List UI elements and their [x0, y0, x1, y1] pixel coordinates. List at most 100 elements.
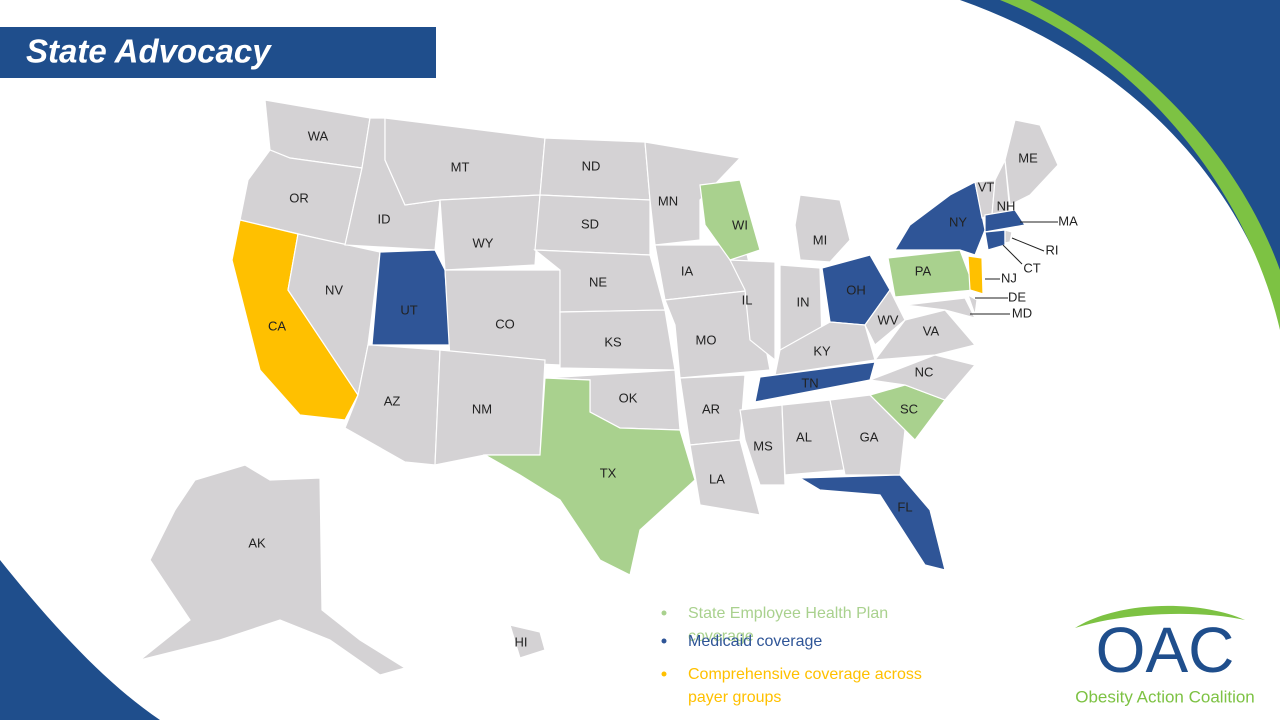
state-label: PA: [915, 263, 932, 278]
state-shape: [904, 297, 977, 319]
legend-bullet: [661, 610, 667, 616]
state-label: SC: [900, 401, 918, 416]
state-shape: [984, 229, 1006, 251]
state-label: WY: [473, 235, 494, 250]
legend-item: Comprehensive coverage across payer grou…: [688, 666, 922, 706]
state-label: RI: [1046, 242, 1059, 257]
state-label: NC: [915, 364, 934, 379]
state-label: IN: [797, 294, 810, 309]
legend-bullet: [661, 671, 667, 677]
state-label: SD: [581, 216, 599, 231]
pointer: [1002, 244, 1023, 265]
state-label: OR: [289, 190, 309, 205]
state-label: AL: [796, 429, 812, 444]
state-label: OK: [619, 390, 638, 405]
legend-text: Comprehensive coverage across payer grou…: [688, 666, 922, 706]
state-shape: [1004, 229, 1013, 244]
state-label: NV: [325, 282, 343, 297]
state-label: AR: [702, 401, 720, 416]
state-shape: [864, 288, 906, 346]
corner-accent: [1000, 0, 1280, 330]
state-label: CT: [1023, 260, 1040, 275]
state-label: VA: [923, 323, 940, 338]
state-shape: [794, 194, 851, 263]
state-label: MI: [813, 232, 827, 247]
state-label: NJ: [1001, 270, 1017, 285]
state-shape: [509, 624, 546, 659]
state-label: AZ: [384, 393, 401, 408]
legend-text: Medicaid coverage: [688, 633, 823, 650]
legend-item: Medicaid coverage: [688, 633, 823, 650]
state-shape: [644, 141, 742, 246]
state-label: TX: [600, 465, 617, 480]
state-label: NH: [997, 198, 1016, 213]
corner-swoosh: [960, 0, 1280, 320]
state-label: FL: [897, 499, 912, 514]
state-label: NY: [949, 214, 967, 229]
legend-bullet: [661, 638, 667, 644]
state-shape: [867, 354, 977, 401]
state-label: WV: [878, 312, 899, 327]
state-label: WI: [732, 217, 748, 232]
state-shape: [729, 259, 776, 362]
pointer-lines: [970, 221, 1058, 315]
state-label: NE: [589, 274, 607, 289]
state-shape: [774, 321, 876, 376]
state-label: MO: [696, 332, 717, 347]
state-label: MS: [753, 438, 773, 453]
legend-text: State Employee Health Plan coverage: [688, 605, 889, 645]
state-label: CA: [268, 318, 286, 333]
logo-arc: [1075, 605, 1245, 628]
state-shape: [829, 394, 906, 476]
state-shape: [739, 404, 786, 486]
state-label: ID: [378, 211, 391, 226]
title: State Advocacy: [26, 33, 272, 70]
state-label: OH: [846, 282, 866, 297]
state-shape: [873, 309, 977, 361]
state-shape: [984, 209, 1027, 233]
state-label: VT: [978, 179, 995, 194]
corner-swoosh-bottom: [0, 560, 160, 720]
pointer: [1011, 237, 1045, 252]
state-shape: [689, 439, 761, 516]
state-shape: [371, 249, 451, 346]
state-shape: [797, 474, 946, 571]
legend-item: State Employee Health Plan coverage: [688, 605, 889, 645]
state-label: UT: [400, 302, 417, 317]
title-bar: [0, 27, 436, 78]
state-label: LA: [709, 471, 725, 486]
state-label: MA: [1058, 213, 1078, 228]
state-label: HI: [515, 634, 528, 649]
state-shape: [887, 249, 976, 298]
state-label: KY: [813, 343, 831, 358]
state-label: WA: [308, 128, 329, 143]
state-label: CO: [495, 316, 515, 331]
state-label: MN: [658, 193, 678, 208]
state-label: MT: [451, 159, 470, 174]
state-shape: [699, 179, 761, 261]
state-shape: [439, 194, 541, 271]
state-shape: [966, 293, 978, 316]
state-label: AK: [248, 535, 266, 550]
state-label: DE: [1008, 289, 1026, 304]
state-shape: [1004, 119, 1059, 206]
legend: State Employee Health Plan coverageMedic…: [661, 605, 922, 706]
logo-mark: OAC: [1096, 614, 1235, 686]
state-shape: [893, 181, 986, 256]
state-label: MD: [1012, 305, 1032, 320]
state-label: KS: [604, 334, 622, 349]
state-label: TN: [801, 375, 818, 390]
state-shape: [482, 377, 696, 576]
state-label: NM: [472, 401, 492, 416]
us-map: WA OR CA NV ID MT WY UT CO AZ NM ND SD NE KS OK TX MN IA MO…: [139, 99, 1078, 676]
state-label: GA: [860, 429, 879, 444]
logo-name: Obesity Action Coalition: [1075, 687, 1255, 706]
state-label: ND: [582, 158, 601, 173]
state-shape: [967, 255, 984, 295]
state-label: ME: [1018, 150, 1038, 165]
state-shape: [139, 464, 407, 676]
state-label: IL: [742, 292, 753, 307]
state-shape: [664, 289, 771, 379]
state-label: IA: [681, 263, 694, 278]
